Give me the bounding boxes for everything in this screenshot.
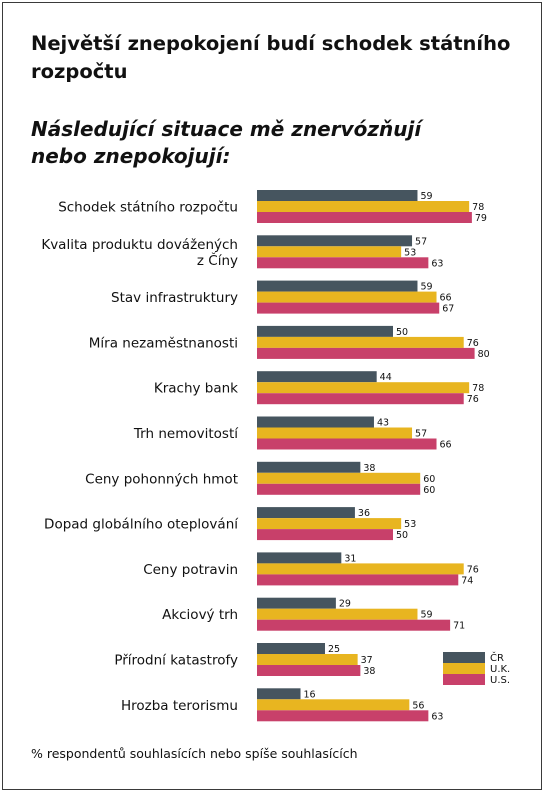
bar (257, 597, 336, 609)
data-label: 25 (328, 644, 340, 655)
data-label: 71 (453, 621, 465, 632)
bar (257, 382, 470, 394)
data-label: 57 (415, 236, 427, 247)
bar (257, 302, 440, 314)
data-label: 38 (363, 463, 375, 474)
bar (257, 416, 374, 428)
category-label: Ceny potravin (143, 562, 238, 578)
data-label: 31 (344, 553, 356, 564)
data-label: 60 (423, 485, 435, 496)
data-label: 66 (440, 293, 452, 304)
bar (257, 654, 358, 665)
bar (257, 280, 418, 292)
bar (257, 336, 464, 348)
data-label: 44 (380, 372, 392, 383)
category-label: Hrozba terorismu (121, 698, 238, 714)
category-label: Schodek státního rozpočtu (58, 200, 238, 216)
bar (257, 212, 472, 223)
bar (257, 235, 413, 247)
data-label: 78 (472, 383, 484, 394)
data-label: 36 (358, 508, 370, 519)
category-label: Přírodní katastrofy (114, 653, 238, 669)
data-label: 29 (339, 599, 351, 610)
bar (257, 257, 429, 269)
bar (257, 619, 451, 631)
legend-label: U.S. (490, 675, 510, 686)
category-label: Trh nemovitostí (133, 426, 239, 442)
category-label: Krachy bank (154, 381, 238, 397)
bar (257, 643, 325, 654)
bar (257, 371, 377, 383)
chart-subtitle: Následující situace mě znervózňují nebo … (31, 117, 422, 168)
data-label: 59 (420, 282, 432, 293)
bar (257, 529, 393, 541)
legend-label: ČR (490, 651, 504, 664)
bar (257, 608, 418, 620)
data-label: 63 (431, 711, 443, 722)
data-label: 53 (404, 519, 416, 530)
data-label: 66 (440, 440, 452, 451)
bar (257, 291, 437, 303)
bar (257, 190, 418, 201)
data-label: 67 (442, 304, 454, 315)
data-label: 53 (404, 247, 416, 258)
bar (257, 574, 459, 586)
data-label: 59 (420, 610, 432, 621)
bar (257, 710, 429, 722)
data-label: 79 (475, 213, 487, 224)
category-label: Dopad globálního oteplování (44, 517, 239, 533)
data-label: 63 (431, 258, 443, 269)
bar (257, 461, 361, 473)
bar (257, 325, 393, 337)
legend-swatch (443, 674, 485, 685)
category-label: Míra nezaměstnanosti (89, 335, 238, 351)
bar (257, 201, 470, 212)
bar (257, 393, 464, 405)
data-label: 43 (377, 418, 389, 429)
data-label: 76 (467, 394, 479, 405)
data-label: 56 (412, 700, 424, 711)
category-label: Ceny pohonných hmot (85, 471, 238, 487)
bar (257, 563, 464, 575)
data-label: 50 (396, 327, 408, 338)
bar (257, 665, 361, 676)
data-label: 37 (361, 655, 373, 666)
data-label: 16 (304, 689, 316, 700)
legend-swatch (443, 663, 485, 674)
bar (257, 507, 355, 519)
bar (257, 472, 421, 484)
data-label: 59 (420, 191, 432, 202)
data-label: 74 (461, 575, 473, 586)
category-label: Stav infrastruktury (111, 290, 238, 306)
bar (257, 347, 475, 359)
data-label: 76 (467, 338, 479, 349)
data-label: 38 (363, 666, 375, 677)
bar (257, 427, 413, 439)
bar (257, 438, 437, 450)
chart-title: Největší znepokojení budí schodek státní… (31, 32, 511, 83)
legend-swatch (443, 652, 485, 663)
bar (257, 552, 342, 564)
chart-footnote: % respondentů souhlasících nebo spíše so… (31, 746, 358, 761)
bar (257, 688, 301, 700)
data-label: 76 (467, 564, 479, 575)
data-label: 60 (423, 474, 435, 485)
data-label: 57 (415, 429, 427, 440)
bar (257, 518, 402, 530)
category-label: Kvalita produktu dovážených (41, 237, 238, 253)
category-label: z Číny (197, 251, 238, 269)
bar (257, 246, 402, 258)
data-label: 78 (472, 202, 484, 213)
legend-label: U.K. (490, 664, 510, 675)
data-label: 50 (396, 530, 408, 541)
bar (257, 699, 410, 711)
bar (257, 483, 421, 495)
category-label: Akciový trh (162, 607, 238, 623)
data-label: 80 (478, 349, 490, 360)
